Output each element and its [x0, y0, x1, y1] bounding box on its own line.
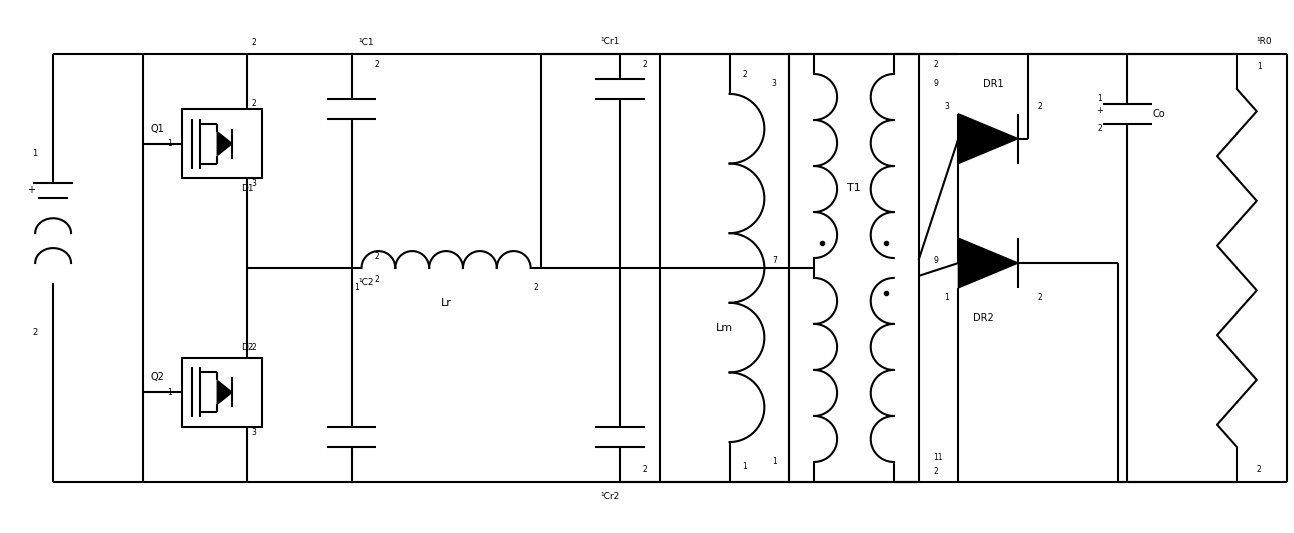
Text: +: +: [27, 185, 35, 196]
Text: 1: 1: [1256, 61, 1262, 70]
Text: 3: 3: [251, 179, 256, 188]
Text: 2: 2: [252, 38, 256, 47]
Text: Lm: Lm: [716, 322, 734, 333]
Text: 3: 3: [945, 102, 949, 111]
Text: 2: 2: [1097, 124, 1102, 133]
Text: Co: Co: [1153, 109, 1165, 119]
Text: 2: 2: [252, 343, 256, 352]
Text: T1: T1: [848, 183, 861, 193]
Text: Q1: Q1: [150, 124, 164, 134]
Polygon shape: [217, 132, 232, 156]
Text: 2: 2: [643, 465, 647, 474]
Text: ¹Cr2: ¹Cr2: [600, 492, 620, 502]
Text: 2: 2: [1038, 102, 1042, 111]
Text: 11: 11: [933, 453, 943, 462]
Bar: [182, 109, 261, 179]
Text: ¹C1: ¹C1: [358, 38, 374, 47]
Text: 2: 2: [252, 99, 256, 108]
Text: DR1: DR1: [983, 79, 1004, 89]
Text: 2: 2: [374, 276, 379, 285]
Text: D1: D1: [241, 184, 254, 193]
Text: 1: 1: [32, 149, 38, 158]
Text: Q2: Q2: [150, 373, 164, 382]
Text: 3: 3: [251, 427, 256, 437]
Text: 9: 9: [933, 79, 938, 88]
Text: 1: 1: [773, 457, 776, 466]
Bar: [182, 358, 261, 427]
Text: 1: 1: [167, 388, 172, 397]
Text: 2: 2: [643, 60, 647, 69]
Text: 2: 2: [374, 60, 379, 69]
Text: Lr: Lr: [441, 298, 452, 308]
Text: 3: 3: [773, 79, 776, 88]
Text: 2: 2: [533, 284, 538, 293]
Text: 2: 2: [743, 69, 747, 78]
Text: ¹C2: ¹C2: [358, 278, 374, 287]
Text: 1: 1: [743, 463, 747, 472]
Text: 2: 2: [1256, 465, 1262, 474]
Text: ¹Cr1: ¹Cr1: [600, 37, 620, 46]
Text: 7: 7: [773, 255, 776, 264]
Text: 2: 2: [1038, 293, 1042, 302]
Bar: [789, 54, 919, 482]
Text: 2: 2: [933, 60, 938, 69]
Text: 1: 1: [1097, 94, 1102, 103]
Text: D2: D2: [241, 343, 254, 352]
Text: 9: 9: [933, 255, 938, 264]
Polygon shape: [217, 381, 232, 404]
Text: 1: 1: [167, 139, 172, 148]
Text: 2: 2: [32, 328, 38, 337]
Text: 2: 2: [374, 252, 379, 261]
Polygon shape: [959, 238, 1018, 288]
Polygon shape: [959, 114, 1018, 164]
Text: 2: 2: [933, 467, 938, 477]
Text: ¹R0: ¹R0: [1256, 37, 1272, 46]
Text: +: +: [1096, 106, 1102, 115]
Text: 1: 1: [945, 293, 949, 302]
Text: DR2: DR2: [973, 313, 994, 323]
Bar: [660, 54, 789, 482]
Text: 1: 1: [355, 284, 358, 293]
